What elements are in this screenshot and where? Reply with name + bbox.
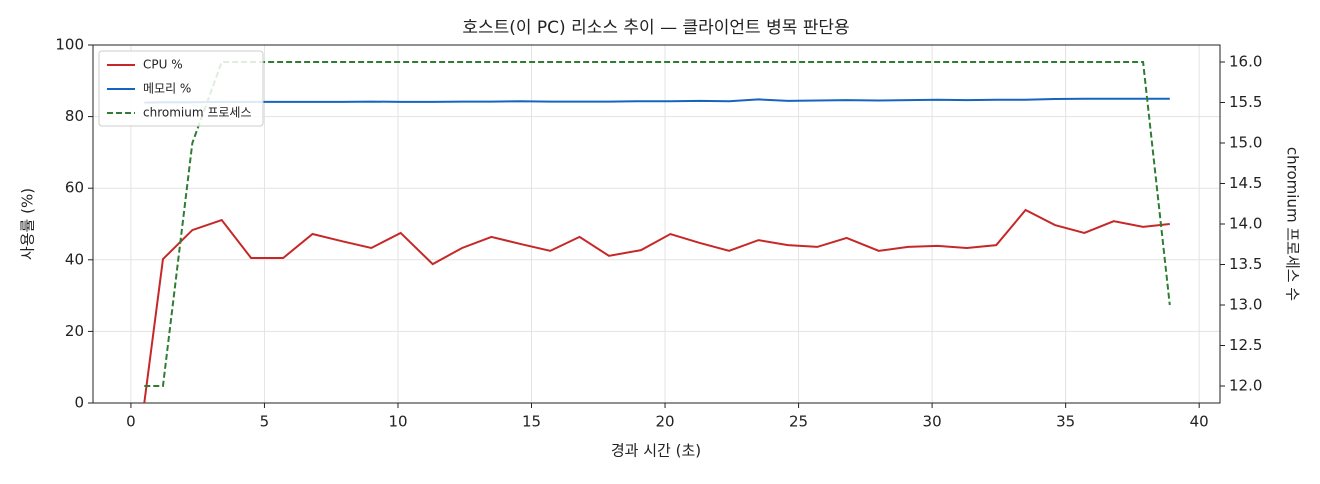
y2-tick-label: 14.0 bbox=[1229, 215, 1262, 233]
x-tick-label: 40 bbox=[1190, 413, 1209, 431]
y2-tick-label: 15.0 bbox=[1229, 134, 1262, 152]
y2-tick-label: 14.5 bbox=[1229, 174, 1262, 192]
x-tick-label: 15 bbox=[522, 413, 541, 431]
y-tick-label: 100 bbox=[55, 36, 84, 54]
legend-label: chromium 프로세스 bbox=[143, 106, 252, 120]
y2-tick-label: 15.5 bbox=[1229, 93, 1262, 111]
legend-box bbox=[98, 50, 264, 127]
series-line bbox=[143, 208, 1170, 404]
y2-tick-label: 12.5 bbox=[1229, 336, 1262, 354]
x-axis-label: 경과 시간 (초) bbox=[611, 442, 701, 460]
x-tick-label: 0 bbox=[126, 413, 136, 431]
chart-title: 호스트(이 PC) 리소스 추이 — 클라이언트 병목 판단용 bbox=[462, 18, 849, 38]
y2-tick-label: 13.5 bbox=[1229, 255, 1262, 273]
y-tick-label: 0 bbox=[74, 394, 84, 412]
x-tick-label: 10 bbox=[388, 413, 407, 431]
y-tick-label: 20 bbox=[65, 322, 84, 340]
y-tick-label: 80 bbox=[65, 107, 84, 125]
x-tick-label: 20 bbox=[655, 413, 674, 431]
legend-label: 메모리 % bbox=[143, 82, 191, 96]
y2-tick-label: 12.0 bbox=[1229, 376, 1262, 394]
x-tick-label: 5 bbox=[260, 413, 270, 431]
series-line bbox=[144, 61, 1171, 387]
y2-tick-label: 13.0 bbox=[1229, 295, 1262, 313]
x-tick-label: 30 bbox=[923, 413, 942, 431]
y-axis-label: 사용률 (%) bbox=[19, 188, 37, 260]
y2-tick-label: 16.0 bbox=[1229, 53, 1262, 71]
x-tick-label: 25 bbox=[789, 413, 808, 431]
y2-axis-label: chromium 프로세스 수 bbox=[1284, 147, 1302, 301]
legend-label: CPU % bbox=[143, 58, 183, 72]
legend: CPU % 메모리 % chromium 프로세스 bbox=[98, 50, 264, 127]
plot-frame bbox=[92, 44, 1221, 404]
y-tick-label: 60 bbox=[65, 179, 84, 197]
x-tick-label: 35 bbox=[1056, 413, 1075, 431]
y-tick-label: 40 bbox=[65, 250, 84, 268]
series-line bbox=[144, 97, 1170, 104]
